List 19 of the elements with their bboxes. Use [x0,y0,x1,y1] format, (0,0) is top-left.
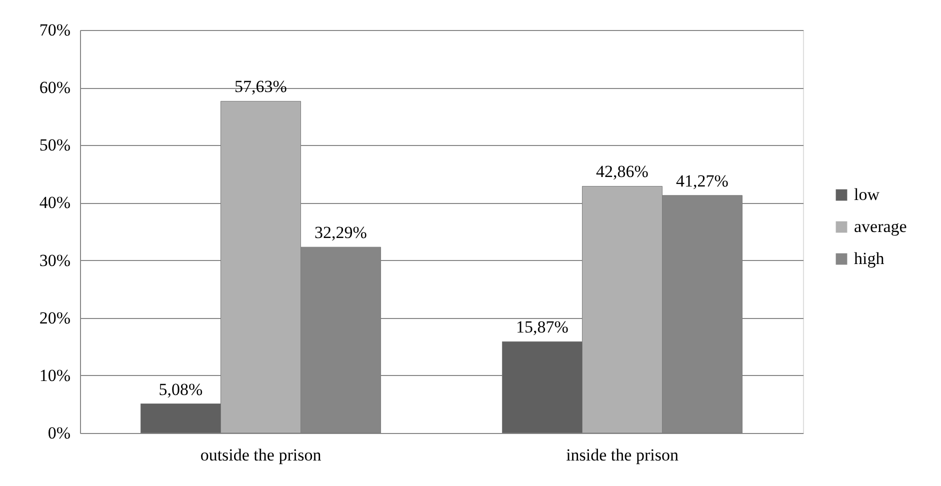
data-label: 5,08% [158,380,203,399]
x-tick-label: inside the prison [566,446,679,464]
x-tick-label: outside the prison [200,446,322,464]
data-label: 42,86% [596,162,648,182]
data-label: 32,29% [314,223,367,242]
legend-label: average [854,217,907,236]
data-label: 41,27% [676,171,728,190]
y-tick-label: 20% [39,308,70,328]
y-tick-label: 10% [39,366,70,385]
y-tick-label: 70% [39,20,70,40]
legend-label: high [854,249,885,268]
y-tick-label: 50% [39,136,70,155]
y-tick-label: 0% [48,424,70,442]
y-tick-label: 30% [39,250,70,270]
data-label: 15,87% [516,318,568,337]
data-label: 57,63% [234,77,287,96]
y-tick-label: 60% [39,78,70,98]
legend-label: low [854,185,880,204]
y-tick-label: 40% [39,193,70,212]
